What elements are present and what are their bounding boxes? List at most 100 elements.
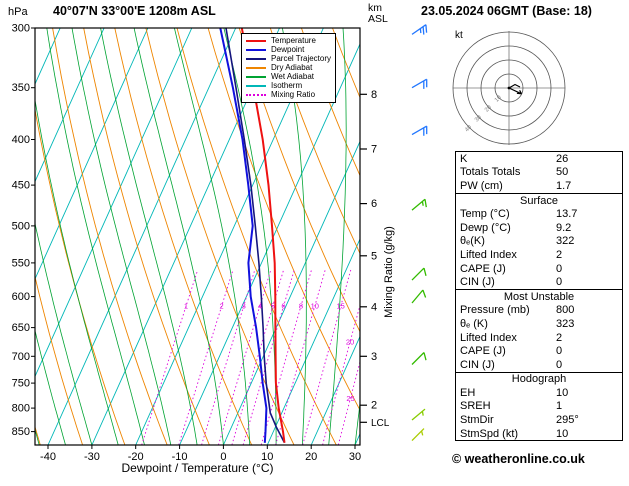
pressure-tick-label: 800 bbox=[12, 403, 30, 415]
wet-adiabat-line bbox=[71, 28, 172, 445]
wet-adiabat-line bbox=[328, 28, 347, 445]
altitude-tick-label: 6 bbox=[371, 198, 377, 210]
stat-label: CAPE (J) bbox=[460, 345, 506, 358]
temperature-tick-label: 20 bbox=[305, 451, 317, 463]
table-row: Dewp (°C) 9.2 bbox=[456, 221, 622, 235]
hodograph-ring bbox=[466, 45, 552, 131]
table-section: Most Unstable Pressure (mb) 800 θₑ (K) 323 Li… bbox=[455, 288, 623, 373]
temperature-tick-label: 30 bbox=[349, 451, 361, 463]
mixing-ratio-line bbox=[231, 269, 285, 445]
hodograph-ring-label: 10 bbox=[494, 94, 503, 103]
mixing-ratio-line bbox=[217, 269, 272, 445]
temperature-tick-label: -20 bbox=[128, 451, 144, 463]
table-row: CIN (J) 0 bbox=[456, 275, 622, 289]
mixing-ratio-line bbox=[322, 303, 360, 445]
dry-adiabat-line bbox=[395, 28, 455, 445]
stat-label: θₑ (K) bbox=[460, 317, 488, 330]
stat-label: PW (cm) bbox=[460, 179, 503, 192]
altitude-tick-label: 3 bbox=[371, 351, 377, 363]
wind-barb bbox=[411, 408, 426, 421]
isotherm-line bbox=[266, 237, 360, 445]
pressure-tick-label: 350 bbox=[12, 82, 30, 94]
wet-adiabat-line bbox=[35, 97, 119, 445]
table-section: Hodograph EH 10 SREH 1 StmDir 295° StmSpd (kt) 1… bbox=[455, 371, 623, 442]
stat-value: 10 bbox=[556, 427, 569, 440]
table-section-title: Most Unstable bbox=[503, 290, 575, 303]
stat-value: 295° bbox=[556, 414, 579, 427]
altitude-unit-km: km bbox=[368, 2, 382, 14]
altitude-tick-label: 5 bbox=[371, 250, 377, 262]
temperature-curve bbox=[240, 28, 286, 443]
table-section-title: Surface bbox=[520, 194, 558, 207]
altitude-tick-label: 4 bbox=[371, 301, 377, 313]
pressure-tick-label: 600 bbox=[12, 291, 30, 303]
table-row: StmSpd (kt) 10 bbox=[456, 427, 622, 441]
temperature-tick-label: -30 bbox=[84, 451, 100, 463]
hodograph-ring-label: 40 bbox=[464, 124, 473, 133]
stat-label: Lifted Index bbox=[460, 331, 517, 344]
dry-adiabat-line bbox=[83, 28, 210, 445]
legend-label: Dewpoint bbox=[271, 45, 305, 54]
table-row: EH 10 bbox=[456, 386, 622, 400]
legend-label: Temperature bbox=[271, 36, 316, 45]
table-row: Lifted Index 2 bbox=[456, 248, 622, 262]
wet-adiabat-line bbox=[35, 221, 93, 445]
wet-adiabat-line bbox=[282, 28, 307, 445]
wind-barb bbox=[411, 267, 427, 281]
isotherm-line bbox=[222, 140, 360, 445]
skewt-plot-area bbox=[35, 28, 455, 445]
legend-item: Dewpoint bbox=[246, 45, 331, 54]
copyright-footer: © weatheronline.co.uk bbox=[452, 452, 585, 466]
hodograph-ring-label: 30 bbox=[474, 114, 483, 123]
wind-barb bbox=[411, 198, 427, 211]
altitude-tick-label: 7 bbox=[371, 144, 377, 156]
chart-legend: Temperature Dewpoint Parcel Trajectory Dry … bbox=[241, 33, 337, 103]
wet-adiabat-line bbox=[223, 28, 277, 445]
dry-adiabat-line bbox=[269, 28, 360, 255]
dry-adiabat-line bbox=[238, 28, 360, 333]
pressure-tick-label: 550 bbox=[12, 257, 30, 269]
table-row: SREH 1 bbox=[456, 400, 622, 414]
mixing-ratio-axis-label: Mixing Ratio (g/kg) bbox=[383, 226, 395, 318]
dewpoint-curve bbox=[219, 28, 268, 443]
legend-swatch bbox=[246, 75, 266, 78]
pressure-tick-label: 400 bbox=[12, 134, 30, 146]
legend-item: Wet Adiabat bbox=[246, 72, 331, 81]
stat-label: θₑ(K) bbox=[460, 235, 485, 248]
mixing-ratio-line bbox=[201, 269, 256, 445]
pressure-axis-unit: hPa bbox=[8, 6, 28, 18]
stat-value: 323 bbox=[556, 317, 575, 330]
table-row: θₑ(K) 322 bbox=[456, 235, 622, 249]
stat-value: 0 bbox=[556, 262, 563, 275]
legend-swatch bbox=[246, 84, 266, 87]
legend-item: Dry Adiabat bbox=[246, 63, 331, 72]
legend-label: Dry Adiabat bbox=[271, 63, 313, 72]
wind-barb bbox=[411, 78, 428, 89]
temperature-tick-label: -40 bbox=[40, 451, 56, 463]
wind-barb bbox=[411, 428, 425, 442]
legend-item: Mixing Ratio bbox=[246, 90, 331, 99]
hodograph-origin-dot bbox=[507, 86, 511, 90]
stat-label: K bbox=[460, 152, 468, 165]
mixing-ratio-value-label: 5 bbox=[271, 302, 275, 311]
mixing-ratio-line bbox=[260, 269, 312, 445]
temperature-tick-label: 0 bbox=[220, 451, 226, 463]
legend-swatch bbox=[246, 57, 266, 60]
dry-adiabat-line bbox=[35, 107, 126, 445]
legend-label: Isotherm bbox=[271, 81, 303, 90]
wet-adiabat-line bbox=[35, 329, 66, 445]
altitude-tick-label: 2 bbox=[371, 400, 377, 412]
pressure-tick-label: 850 bbox=[12, 426, 30, 438]
stat-value: 800 bbox=[556, 304, 575, 317]
legend-item: Temperature bbox=[246, 36, 331, 45]
stat-label: Dewp (°C) bbox=[460, 221, 511, 234]
dry-adiabat-line bbox=[52, 28, 168, 445]
wind-barb bbox=[411, 24, 428, 35]
pressure-tick-label: 750 bbox=[12, 378, 30, 390]
stat-value: 9.2 bbox=[556, 221, 572, 234]
pressure-tick-label: 500 bbox=[12, 220, 30, 232]
mixing-ratio-value-label: 8 bbox=[299, 302, 303, 311]
stat-label: EH bbox=[460, 386, 476, 399]
dry-adiabat-line bbox=[35, 274, 84, 445]
stat-value: 2 bbox=[556, 248, 563, 261]
